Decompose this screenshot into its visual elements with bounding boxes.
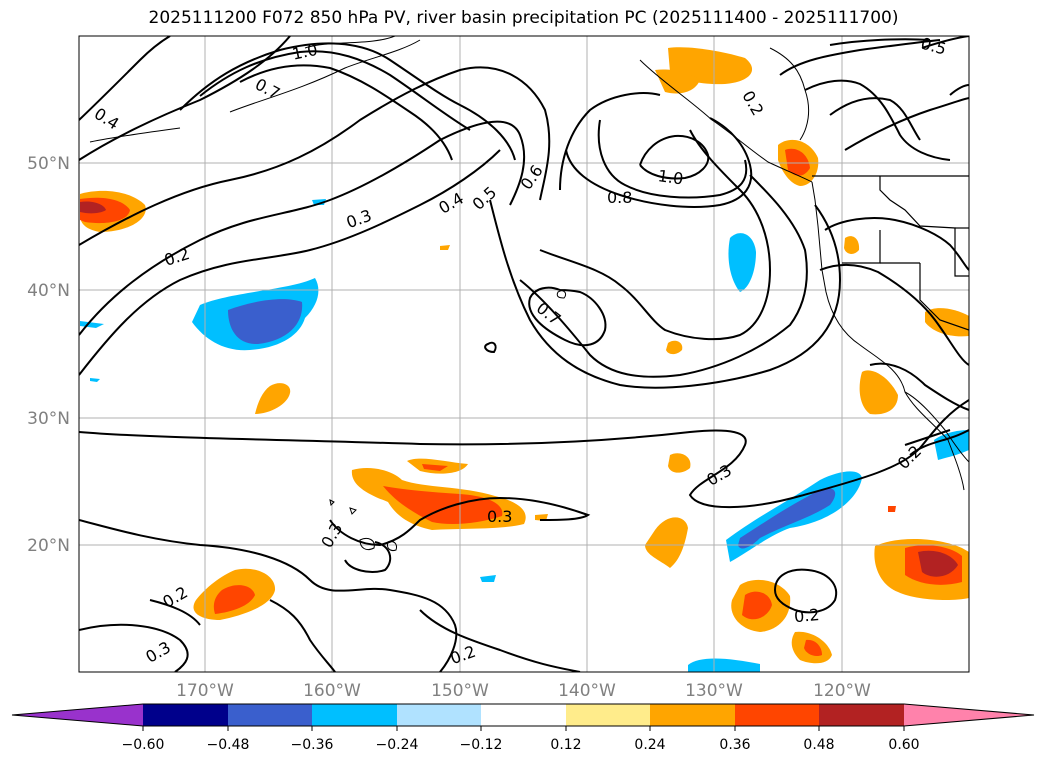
lon-label: 130°W: [685, 681, 743, 701]
precip-shading: [80, 47, 969, 672]
colorbar-tick-label: 0.60: [888, 737, 919, 753]
lat-label: 30°N: [27, 409, 70, 429]
contour-label: 1.0: [657, 166, 685, 188]
contour-label: 0.2: [793, 605, 820, 626]
lat-label: 40°N: [27, 281, 70, 301]
colorbar: −0.60 −0.48 −0.36 −0.24 −0.12 0.12 0.24 …: [11, 703, 1035, 753]
lon-label: 140°W: [558, 681, 616, 701]
contour-label: 0.3: [487, 507, 512, 526]
colorbar-segment: [312, 704, 397, 726]
colorbar-tick-label: −0.36: [291, 737, 334, 753]
colorbar-tick-label: 0.48: [803, 737, 834, 753]
colorbar-extend-low: [12, 704, 143, 726]
colorbar-segment: [397, 704, 481, 726]
colorbar-segment: [143, 704, 228, 726]
pv-contours: [79, 36, 969, 672]
colorbar-extend-high: [904, 704, 1034, 726]
lon-label: 170°W: [176, 681, 234, 701]
colorbar-segment: [566, 704, 650, 726]
contour-label: 0.5: [919, 34, 949, 59]
lat-label: 20°N: [27, 536, 70, 556]
colorbar-segment: [228, 704, 312, 726]
colorbar-segment: [481, 704, 566, 726]
lat-label: 50°N: [27, 154, 70, 174]
colorbar-segment: [650, 704, 735, 726]
colorbar-tick-label: 0.36: [719, 737, 750, 753]
lon-label: 160°W: [303, 681, 361, 701]
political-borders: [812, 175, 969, 331]
lon-label: 120°W: [813, 681, 871, 701]
colorbar-tick-label: 0.24: [634, 737, 665, 753]
lon-label: 150°W: [431, 681, 489, 701]
colorbar-tick-label: −0.48: [207, 737, 250, 753]
colorbar-segment: [735, 704, 819, 726]
map-panel: 1.0 0.7 0.4 0.3 0.2 0.4 0.5 0.6 1.0 0.8 …: [78, 34, 970, 673]
colorbar-tick-label: −0.60: [122, 737, 165, 753]
contour-label: 1.0: [290, 40, 319, 64]
longitude-labels: 170°W 160°W 150°W 140°W 130°W 120°W: [176, 681, 871, 701]
colorbar-tick-label: 0.12: [550, 737, 581, 753]
graticule: [79, 36, 969, 672]
colorbar-tick-label: −0.24: [376, 737, 419, 753]
map-title: 2025111200 F072 850 hPa PV, river basin …: [148, 8, 899, 28]
colorbar-tick-label: −0.12: [460, 737, 503, 753]
latitude-labels: 50°N 40°N 30°N 20°N: [27, 154, 70, 556]
colorbar-segment: [819, 704, 904, 726]
contour-label: 0.8: [607, 188, 632, 207]
